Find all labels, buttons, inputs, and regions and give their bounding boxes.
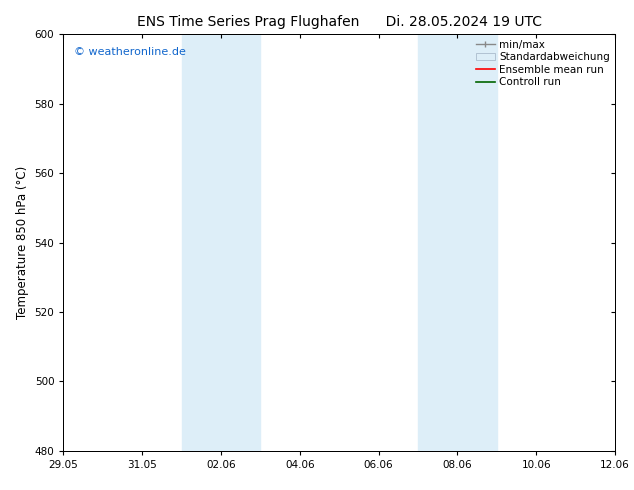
Bar [418, 34, 497, 451]
Legend: min/max, Standardabweichung, Ensemble mean run, Controll run: min/max, Standardabweichung, Ensemble me… [474, 37, 612, 89]
Y-axis label: Temperature 850 hPa (°C): Temperature 850 hPa (°C) [16, 166, 29, 319]
Bar [181, 34, 261, 451]
Title: ENS Time Series Prag Flughafen      Di. 28.05.2024 19 UTC: ENS Time Series Prag Flughafen Di. 28.05… [137, 15, 541, 29]
Text: © weatheronline.de: © weatheronline.de [74, 47, 186, 57]
